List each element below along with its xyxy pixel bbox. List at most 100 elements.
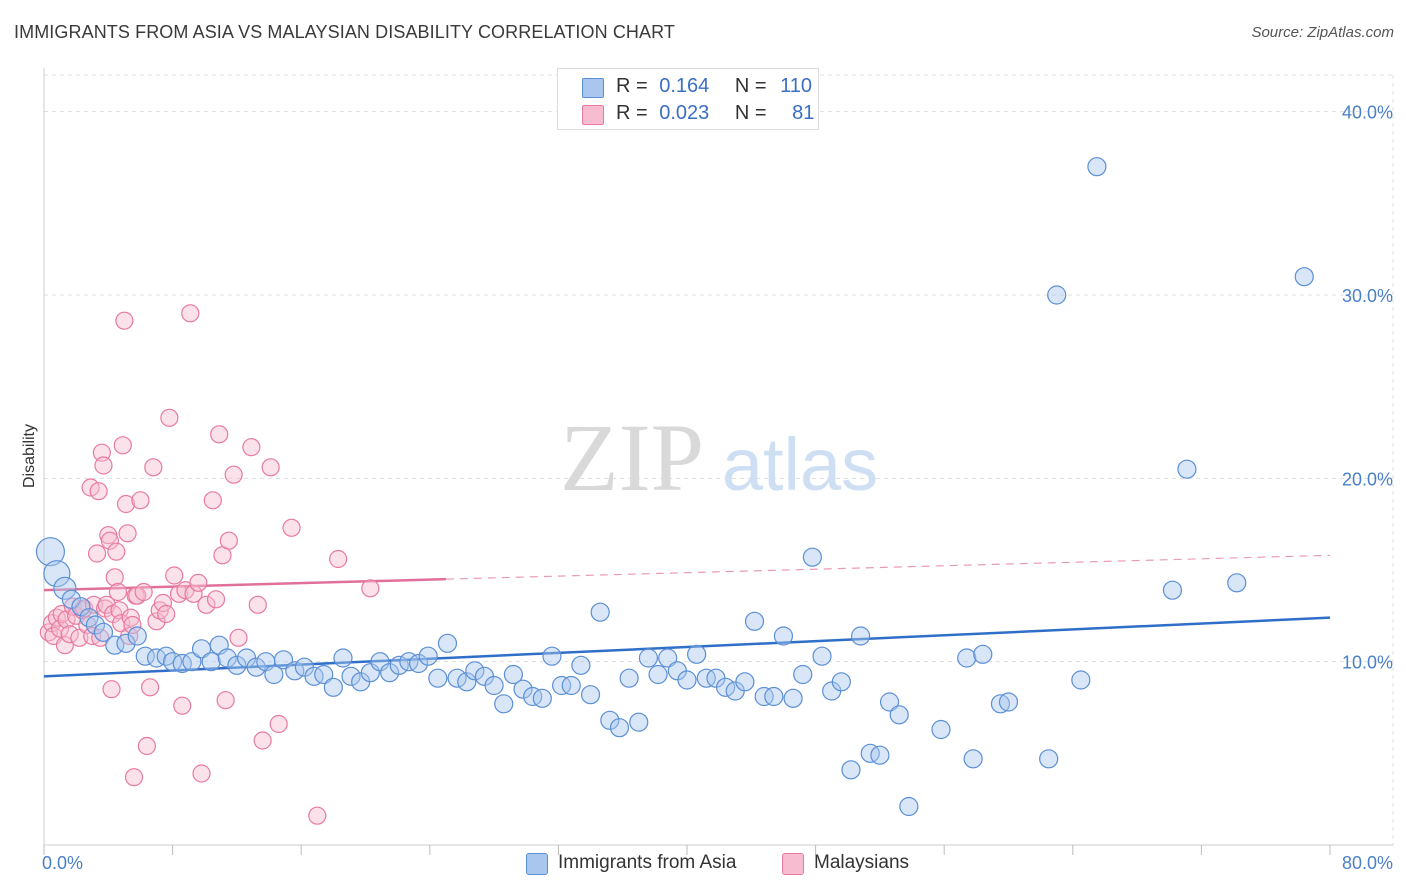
data-point-malaysians — [206, 590, 226, 609]
trend-line-malaysians — [43, 577, 446, 592]
data-point-asia — [889, 705, 909, 725]
data-point-asia — [85, 615, 106, 635]
bottom-legend-malaysians-label: Malaysians — [814, 852, 910, 873]
data-point-asia — [182, 652, 202, 672]
legend-r-value: 0.023 — [659, 102, 710, 124]
data-point-malaysians — [123, 615, 142, 635]
data-point-malaysians — [87, 544, 107, 563]
data-point-asia — [851, 626, 871, 646]
data-point-malaysians — [147, 612, 166, 631]
data-point-asia — [370, 652, 390, 672]
chart-title: IMMIGRANTS FROM ASIA VS MALAYSIAN DISABI… — [14, 22, 675, 42]
axes — [43, 68, 1393, 855]
data-point-asia — [264, 664, 284, 685]
data-point-malaysians — [203, 491, 222, 510]
watermark-atlas: atlas — [722, 423, 878, 506]
y-tick-label: 10.0% — [1342, 653, 1393, 673]
legend-n-label: N = — [734, 75, 767, 97]
chart-source: Source: ZipAtlas.com — [1251, 24, 1394, 41]
data-point-asia — [1087, 157, 1107, 177]
data-point-malaysians — [173, 696, 192, 715]
data-point-asia — [1071, 670, 1091, 690]
data-point-asia — [35, 537, 66, 567]
data-point-asia — [580, 685, 601, 705]
data-point-asia — [389, 655, 409, 675]
data-point-malaysians — [116, 494, 136, 514]
data-point-malaysians — [144, 458, 163, 477]
data-point-asia — [1047, 285, 1067, 305]
data-point-malaysians — [60, 625, 79, 644]
y-tick-label: 30.0% — [1342, 286, 1393, 306]
data-point-malaysians — [107, 542, 126, 561]
data-point-malaysians — [308, 806, 327, 825]
data-point-malaysians — [121, 608, 140, 627]
tick-labels: 10.0% 20.0% 30.0% 40.0% — [1342, 103, 1393, 673]
data-point-asia — [428, 668, 448, 688]
data-point-asia — [71, 597, 91, 617]
data-point-malaysians — [181, 304, 200, 323]
data-point-asia — [638, 648, 659, 668]
data-point-asia — [323, 677, 343, 697]
data-point-asia — [802, 547, 822, 567]
data-point-asia — [503, 664, 523, 685]
data-point-malaysians — [216, 691, 235, 710]
data-point-asia — [561, 675, 581, 696]
data-point-asia — [963, 749, 983, 769]
data-point-malaysians — [329, 549, 348, 569]
data-point-asia — [408, 653, 429, 674]
data-point-asia — [870, 745, 890, 765]
data-point-asia — [899, 796, 919, 817]
data-point-malaysians — [78, 615, 97, 635]
data-point-malaysians — [134, 582, 153, 602]
bottom-legend-asia-label: Immigrants from Asia — [558, 852, 737, 873]
data-point-asia — [79, 608, 99, 628]
data-point-malaysians — [157, 604, 176, 624]
data-point-asia — [1177, 459, 1197, 479]
legend-swatch-pink — [782, 853, 804, 875]
data-point-malaysians — [261, 458, 280, 477]
data-point-malaysians — [242, 438, 261, 457]
data-point-malaysians — [137, 736, 156, 756]
data-point-asia — [341, 666, 361, 686]
data-point-asia — [523, 686, 543, 707]
data-point-asia — [172, 653, 192, 674]
watermark-zip: ZIP — [560, 404, 704, 511]
data-point-malaysians — [100, 531, 120, 550]
y-tick-label: 20.0% — [1342, 469, 1393, 489]
data-point-asia — [532, 688, 552, 708]
data-point-asia — [619, 668, 639, 688]
data-point-asia — [285, 661, 305, 681]
trend-line-malaysians-extension — [445, 554, 1331, 580]
data-point-asia — [227, 655, 247, 675]
data-point-malaysians — [361, 579, 380, 598]
x-tick-label-min: 0.0% — [42, 853, 83, 873]
legend-swatch-blue — [526, 853, 548, 875]
data-point-malaysians — [219, 531, 238, 550]
gridlines — [44, 74, 1394, 845]
data-point-malaysians — [165, 566, 184, 585]
data-point-asia — [333, 648, 353, 668]
data-point-asia — [360, 663, 380, 683]
data-point-asia — [304, 666, 324, 686]
data-point-asia — [696, 668, 716, 688]
data-point-malaysians — [112, 614, 131, 633]
y-axis-label: Disability — [21, 424, 38, 488]
data-point-malaysians — [52, 604, 71, 624]
data-point-asia — [53, 576, 77, 600]
data-point-asia — [1039, 749, 1059, 769]
malaysians-points — [39, 304, 380, 825]
data-point-asia — [841, 760, 861, 780]
data-point-asia — [648, 664, 668, 685]
data-point-asia — [860, 743, 880, 763]
legend-n-value: 110 — [780, 75, 813, 97]
data-point-asia — [513, 679, 533, 699]
data-point-asia — [677, 670, 697, 690]
data-point-asia — [658, 648, 678, 668]
data-point-asia — [783, 688, 803, 708]
legend-r-label: R = — [616, 102, 648, 124]
data-point-asia — [931, 719, 951, 740]
data-point-asia — [998, 692, 1019, 712]
data-point-asia — [973, 644, 993, 664]
data-point-asia — [418, 646, 438, 666]
data-point-asia — [447, 668, 467, 688]
